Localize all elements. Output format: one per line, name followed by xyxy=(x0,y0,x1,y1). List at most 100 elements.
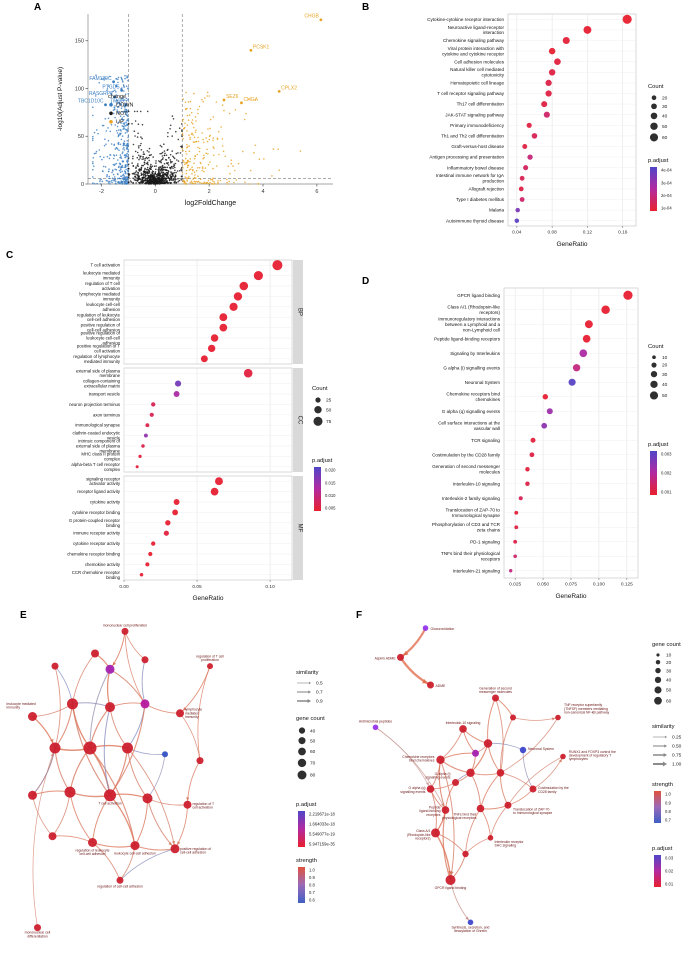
point xyxy=(192,169,194,171)
node-label: Peptide xyxy=(429,805,441,809)
legend-arrow-label: 0.7 xyxy=(316,690,323,696)
row-label: G alpha (i) signalling events xyxy=(443,365,500,370)
legend-color-label: 0.7 xyxy=(665,818,671,823)
point xyxy=(145,181,147,184)
row-label: Costimulation by the CD28 family xyxy=(432,452,501,457)
point xyxy=(174,174,177,176)
point xyxy=(299,150,302,152)
dot xyxy=(519,197,525,202)
node-label: GPCR ligand binding xyxy=(435,886,467,890)
point xyxy=(137,173,140,175)
dot xyxy=(514,510,519,515)
node-label: Generation of second xyxy=(479,686,512,690)
network-node xyxy=(529,785,537,793)
point xyxy=(221,138,224,140)
point xyxy=(126,124,128,127)
point xyxy=(177,180,179,183)
point xyxy=(180,145,182,148)
point xyxy=(101,124,104,127)
row-label: complex xyxy=(104,467,121,472)
point xyxy=(132,157,134,160)
point xyxy=(220,126,222,128)
point xyxy=(166,162,169,165)
edge xyxy=(442,809,452,881)
legend-title: p.adjust xyxy=(312,458,333,464)
node-label: bind chemokines xyxy=(409,759,435,763)
point xyxy=(212,180,214,182)
edge xyxy=(92,841,136,848)
point xyxy=(122,122,124,125)
point xyxy=(119,171,122,173)
point xyxy=(167,135,169,138)
legend-size-label: 40 xyxy=(662,114,668,120)
row-label: cell-cell adhesion xyxy=(87,328,121,333)
point xyxy=(124,172,127,175)
x-tick-label: 0.075 xyxy=(565,582,577,588)
point xyxy=(191,182,194,185)
point xyxy=(136,110,139,113)
dot xyxy=(272,260,283,271)
edge xyxy=(127,703,146,749)
network-nodes xyxy=(28,627,213,932)
gene-label: CHGB xyxy=(304,14,319,20)
point xyxy=(124,93,127,96)
legend-size-label: 40 xyxy=(666,678,672,684)
point xyxy=(122,180,124,183)
dot xyxy=(149,412,154,417)
legend-size-label: 20 xyxy=(666,660,672,666)
point xyxy=(107,170,110,173)
point xyxy=(127,92,130,95)
dot xyxy=(518,496,523,501)
point xyxy=(203,182,206,185)
edge-arrowhead xyxy=(50,738,54,743)
point xyxy=(123,90,125,92)
point xyxy=(232,165,234,167)
point xyxy=(212,167,214,170)
point xyxy=(132,165,135,167)
legend-title: strength xyxy=(296,858,317,864)
gene-point xyxy=(120,89,124,92)
edge-arrowhead xyxy=(171,840,176,845)
point xyxy=(212,154,215,157)
point xyxy=(134,171,137,174)
point xyxy=(134,150,137,153)
network-node xyxy=(130,841,140,851)
point xyxy=(127,79,129,82)
point xyxy=(104,166,107,168)
point xyxy=(229,172,231,175)
node-label: Neuronal System xyxy=(528,747,554,751)
point xyxy=(131,162,133,164)
edge xyxy=(119,848,176,881)
network-node xyxy=(49,742,61,754)
row-label: Th17 cell differentiation xyxy=(457,102,505,107)
point xyxy=(189,158,192,160)
dot xyxy=(542,394,549,400)
point xyxy=(117,159,119,161)
network-node xyxy=(91,649,99,658)
row-label: Hematopoietic cell lineage xyxy=(450,81,504,86)
network-node xyxy=(105,702,115,713)
point xyxy=(198,150,201,153)
point xyxy=(126,76,128,79)
point xyxy=(184,157,187,160)
point xyxy=(165,158,167,161)
point xyxy=(197,146,199,149)
point xyxy=(125,144,127,147)
row-label: collagen-containing xyxy=(83,379,121,384)
row-label: alpha-beta T cell receptor xyxy=(71,462,120,467)
node-label: leukocyte mediated xyxy=(7,702,36,706)
point xyxy=(148,181,151,184)
point xyxy=(132,143,135,146)
point xyxy=(115,129,118,132)
point xyxy=(139,110,142,113)
network-node xyxy=(492,694,499,702)
point xyxy=(213,181,215,183)
point xyxy=(106,89,108,92)
point xyxy=(194,116,197,118)
point xyxy=(120,76,122,79)
point xyxy=(169,166,172,169)
point xyxy=(135,166,137,168)
point xyxy=(170,167,172,170)
point xyxy=(125,85,128,87)
point xyxy=(182,179,185,181)
